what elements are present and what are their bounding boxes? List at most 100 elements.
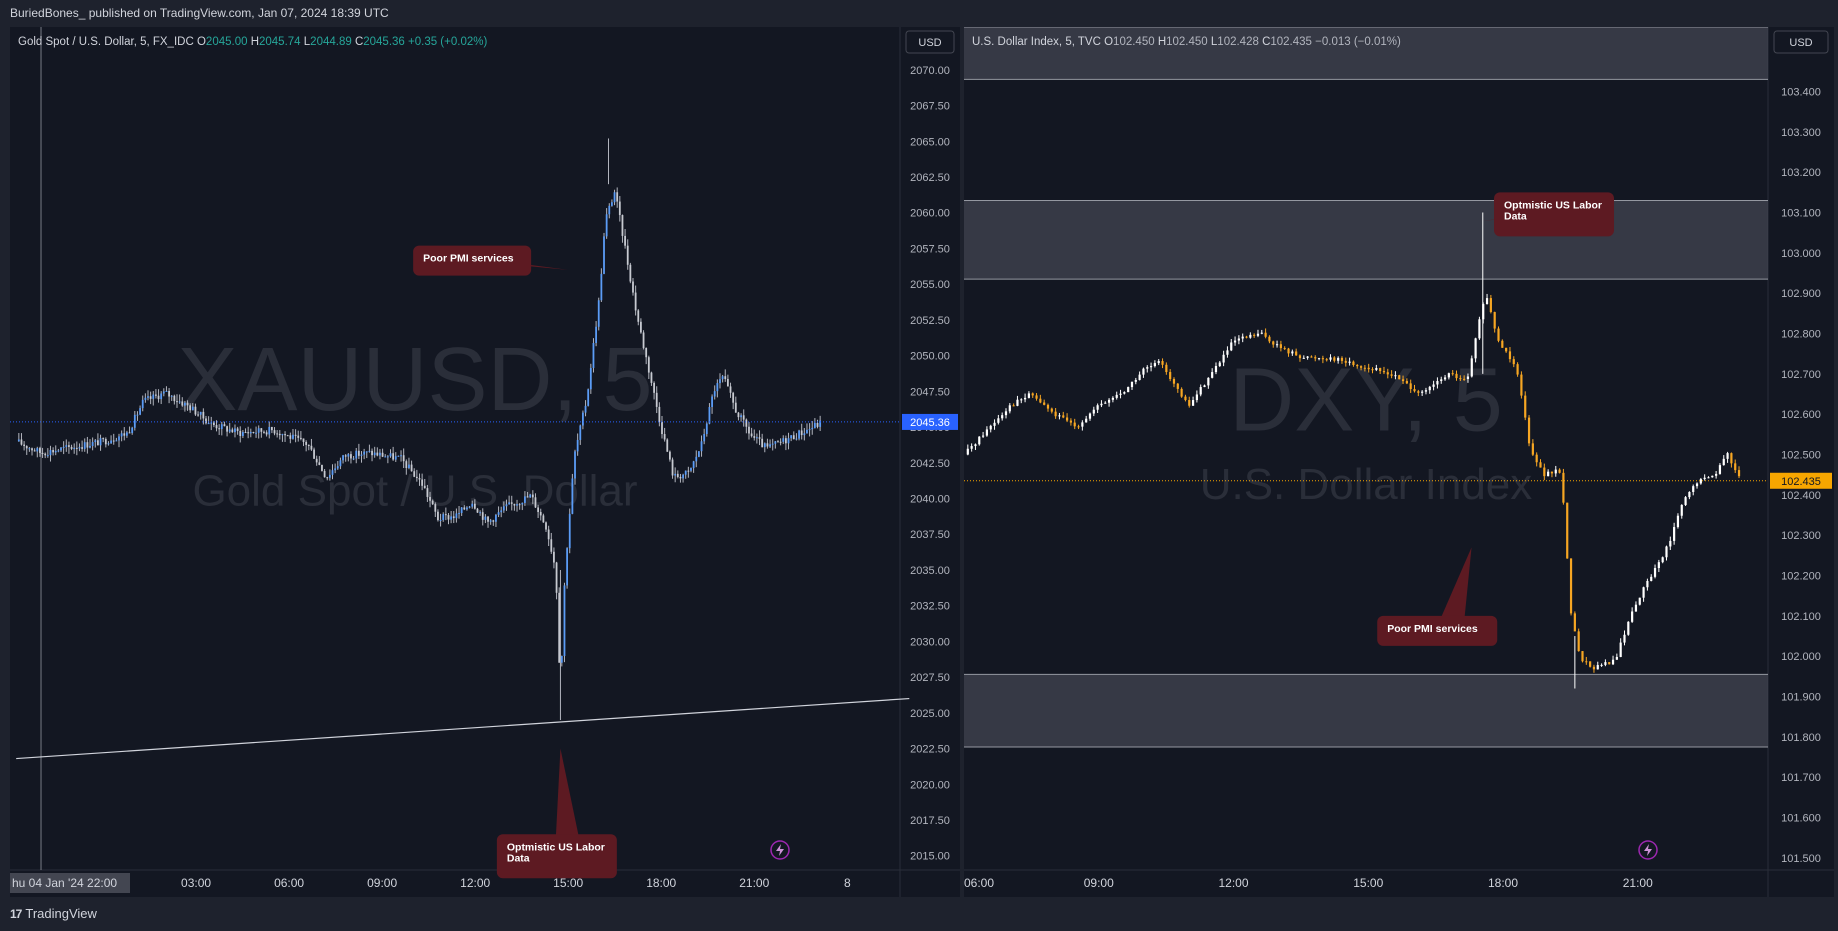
candle[interactable]: [255, 432, 257, 434]
candle[interactable]: [1249, 334, 1252, 338]
candle[interactable]: [1562, 472, 1565, 503]
candle[interactable]: [1424, 390, 1428, 392]
candle[interactable]: [75, 447, 78, 449]
candle[interactable]: [170, 395, 173, 397]
candle[interactable]: [1127, 387, 1130, 393]
candle[interactable]: [703, 433, 706, 442]
candle[interactable]: [289, 435, 292, 439]
candle[interactable]: [1085, 418, 1088, 423]
candle[interactable]: [52, 450, 55, 453]
candle[interactable]: [1245, 336, 1248, 338]
candle[interactable]: [1088, 413, 1092, 419]
candle[interactable]: [1478, 319, 1481, 339]
candle[interactable]: [1386, 372, 1389, 375]
price-axis[interactable]: [900, 27, 960, 897]
candle[interactable]: [1180, 388, 1183, 397]
candle[interactable]: [20, 439, 23, 445]
candle[interactable]: [687, 470, 690, 472]
candle[interactable]: [1535, 454, 1538, 463]
candle[interactable]: [1046, 404, 1050, 409]
candle[interactable]: [774, 441, 777, 444]
candle[interactable]: [1119, 393, 1122, 395]
candle[interactable]: [65, 445, 68, 447]
candle[interactable]: [479, 512, 482, 514]
candle[interactable]: [769, 444, 771, 447]
candle[interactable]: [1333, 357, 1336, 361]
candle[interactable]: [133, 414, 136, 428]
candle[interactable]: [1470, 358, 1473, 377]
candle[interactable]: [1153, 363, 1156, 367]
supply-demand-zone[interactable]: [964, 27, 1768, 80]
candle[interactable]: [632, 281, 634, 293]
candle[interactable]: [647, 357, 650, 373]
candle[interactable]: [545, 522, 547, 530]
candle[interactable]: [1539, 462, 1542, 468]
candle[interactable]: [742, 415, 745, 420]
candle[interactable]: [568, 513, 571, 549]
candle[interactable]: [819, 420, 822, 427]
candle[interactable]: [1455, 373, 1458, 379]
candle[interactable]: [1146, 367, 1149, 369]
candle[interactable]: [1615, 656, 1618, 660]
candle[interactable]: [1077, 426, 1080, 428]
candle[interactable]: [695, 456, 698, 462]
candle[interactable]: [970, 446, 973, 449]
candle[interactable]: [1409, 383, 1412, 390]
candle[interactable]: [1707, 477, 1710, 479]
candle[interactable]: [189, 405, 192, 411]
candle[interactable]: [270, 426, 273, 431]
candle[interactable]: [713, 391, 716, 397]
candle[interactable]: [360, 454, 363, 456]
candle[interactable]: [234, 428, 236, 433]
candle[interactable]: [779, 441, 782, 443]
candle[interactable]: [1130, 381, 1134, 388]
candle[interactable]: [690, 468, 692, 471]
candle[interactable]: [1695, 483, 1699, 487]
candle[interactable]: [429, 496, 431, 501]
candle[interactable]: [1356, 365, 1359, 367]
candle[interactable]: [1283, 348, 1286, 350]
candle[interactable]: [1016, 399, 1019, 406]
candle[interactable]: [439, 519, 442, 521]
candle[interactable]: [708, 407, 711, 424]
candle[interactable]: [39, 448, 41, 453]
candle[interactable]: [966, 448, 969, 455]
candle[interactable]: [1390, 374, 1393, 376]
candle[interactable]: [518, 504, 521, 506]
candle[interactable]: [155, 394, 157, 396]
candle[interactable]: [392, 453, 395, 460]
candle[interactable]: [342, 455, 344, 461]
candle[interactable]: [1241, 336, 1244, 339]
candle[interactable]: [726, 378, 729, 387]
candle[interactable]: [1726, 453, 1729, 459]
candle[interactable]: [611, 202, 613, 206]
candle[interactable]: [33, 450, 36, 452]
candle[interactable]: [1199, 387, 1202, 395]
candle[interactable]: [373, 452, 376, 456]
candle[interactable]: [1214, 366, 1218, 373]
candle[interactable]: [212, 422, 215, 426]
symbol-legend[interactable]: Gold Spot / U.S. Dollar, 5, FX_IDC O2045…: [18, 36, 487, 48]
candle[interactable]: [510, 502, 513, 504]
candle[interactable]: [981, 435, 985, 437]
candle[interactable]: [1566, 502, 1569, 559]
candle[interactable]: [389, 453, 392, 457]
candle[interactable]: [1657, 562, 1660, 569]
candle[interactable]: [1100, 403, 1103, 406]
candle[interactable]: [68, 445, 70, 447]
candle[interactable]: [637, 310, 640, 322]
candle[interactable]: [605, 214, 608, 237]
candle[interactable]: [110, 440, 112, 444]
candle[interactable]: [721, 376, 724, 380]
candle[interactable]: [463, 507, 466, 510]
callout-box[interactable]: [496, 834, 617, 879]
dxy-chart-pane[interactable]: DXY, 5 U.S. Dollar Index 103.400 103.300 103…: [962, 27, 1836, 897]
candle[interactable]: [1111, 397, 1114, 400]
candle[interactable]: [49, 450, 52, 456]
candle[interactable]: [78, 447, 81, 449]
candle[interactable]: [1596, 665, 1599, 670]
candle[interactable]: [313, 449, 315, 459]
last-price-badge[interactable]: [902, 413, 958, 430]
candle[interactable]: [1237, 338, 1240, 341]
candle[interactable]: [447, 515, 450, 520]
